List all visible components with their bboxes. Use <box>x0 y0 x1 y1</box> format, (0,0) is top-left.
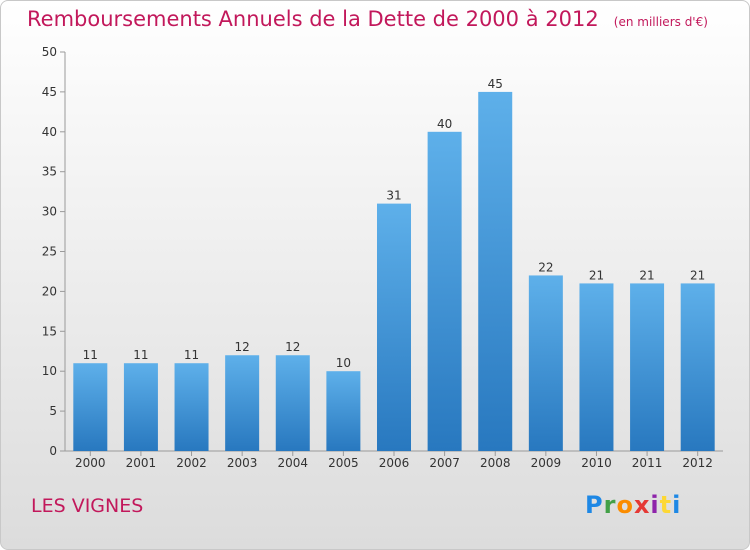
data-label: 11 <box>133 348 148 362</box>
bar-2010 <box>579 283 614 451</box>
y-tick-label: 0 <box>49 444 57 458</box>
x-tick-label: 2008 <box>480 456 511 470</box>
bar-2011 <box>630 283 665 451</box>
axes: 0 5 10 15 20 25 30 35 40 45 50 2000 2001 2002 2003 2004… <box>42 45 723 470</box>
x-tick-label: 2009 <box>531 456 562 470</box>
chart-subtitle: (en milliers d'€) <box>613 15 708 29</box>
proxiti-logo: Proxiti <box>585 491 681 519</box>
y-tick-label: 40 <box>42 125 57 139</box>
bar-2012 <box>680 283 715 451</box>
bar-2004 <box>275 355 310 451</box>
data-label: 21 <box>589 268 604 282</box>
x-tick-label: 2001 <box>126 456 157 470</box>
bar-2007 <box>427 131 462 452</box>
bar-2006 <box>377 203 411 451</box>
bar-2000 <box>73 363 108 451</box>
x-tick-label: 2007 <box>429 456 460 470</box>
logo-letter: o <box>616 491 634 519</box>
y-tick-label: 25 <box>42 245 57 259</box>
bar-2005 <box>326 371 361 451</box>
data-label: 11 <box>83 348 98 362</box>
x-tick-label: 2000 <box>75 456 106 470</box>
chart-title: Remboursements Annuels de la Dette de 20… <box>27 7 599 31</box>
y-tick-label: 20 <box>42 284 57 298</box>
x-tick-label: 2002 <box>176 456 207 470</box>
data-label: 21 <box>639 268 654 282</box>
y-tick-label: 45 <box>42 85 57 99</box>
data-label: 10 <box>336 356 351 370</box>
bars <box>73 91 715 452</box>
x-tick-label: 2011 <box>632 456 663 470</box>
x-tick-label: 2010 <box>581 456 612 470</box>
logo-letter: i <box>650 491 660 519</box>
x-tick-label: 2004 <box>277 456 308 470</box>
bar-2001 <box>123 363 158 451</box>
x-tick-label: 2006 <box>379 456 410 470</box>
x-tick-label: 2005 <box>328 456 359 470</box>
data-label: 31 <box>386 189 401 203</box>
y-tick-label: 10 <box>42 364 57 378</box>
y-tick-label: 50 <box>42 45 57 59</box>
data-label: 12 <box>285 340 300 354</box>
x-tick-label: 2012 <box>682 456 713 470</box>
logo-letter: t <box>659 491 673 519</box>
logo-letter: i <box>672 491 682 519</box>
x-tick-label: 2003 <box>227 456 258 470</box>
place-name: LES VIGNES <box>31 495 144 517</box>
y-tick-label: 5 <box>49 404 57 418</box>
y-tick-label: 30 <box>42 205 57 219</box>
y-tick-label: 35 <box>42 165 57 179</box>
title-row: Remboursements Annuels de la Dette de 20… <box>27 7 708 31</box>
y-tick-label: 15 <box>42 324 57 338</box>
logo-letter: P <box>585 491 604 519</box>
bar-2002 <box>174 363 209 451</box>
data-label: 45 <box>488 77 503 91</box>
logo-letter: x <box>633 491 651 519</box>
data-label: 12 <box>235 340 250 354</box>
data-label: 22 <box>538 260 553 274</box>
data-label: 21 <box>690 268 705 282</box>
bar-2008 <box>478 91 513 452</box>
logo-letter: r <box>603 491 617 519</box>
bar-2009 <box>528 275 563 451</box>
data-label: 40 <box>437 117 452 131</box>
data-labels: 11 11 11 12 12 10 31 40 45 22 21 21 21 <box>83 77 706 370</box>
data-label: 11 <box>184 348 199 362</box>
bar-2003 <box>225 355 260 451</box>
